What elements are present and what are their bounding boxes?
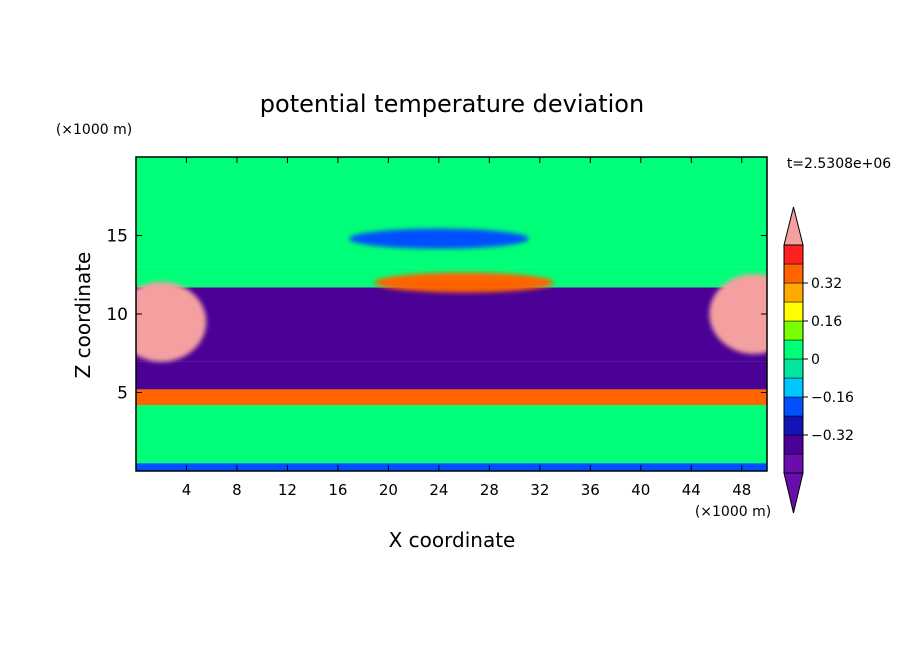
x-tick-label: 24 <box>429 481 448 499</box>
colorbar-segment <box>783 358 804 379</box>
band-7 <box>136 157 767 223</box>
x-tick-label: 12 <box>278 481 297 499</box>
x-axis-ticks: 4 8 12 16 20 24 28 32 36 40 44 48 <box>182 157 751 499</box>
y-tick-label: 10 <box>106 305 128 325</box>
colorbar-segment <box>783 339 804 360</box>
plot-area <box>136 157 767 471</box>
band-2 <box>136 389 767 406</box>
y-tick-label: 15 <box>106 227 128 247</box>
colorbar-segment <box>783 434 804 455</box>
x-tick-label: 8 <box>232 481 242 499</box>
colorbar-segment <box>783 396 804 417</box>
feature-2 <box>136 281 207 362</box>
chart-title: potential temperature deviation <box>260 90 644 118</box>
colorbar-segment <box>783 377 804 398</box>
feature-3 <box>709 274 767 354</box>
colorbar-label: −0.16 <box>811 390 854 406</box>
x-axis-unit: (×1000 m) <box>695 504 771 520</box>
x-tick-label: 20 <box>379 481 398 499</box>
colorbar-segment <box>783 244 804 265</box>
colorbar-segment <box>783 415 804 436</box>
y-axis-ticks: 5 10 15 <box>106 227 767 404</box>
x-tick-label: 4 <box>182 481 192 499</box>
contour-features <box>136 228 767 362</box>
colorbar-segment <box>783 301 804 322</box>
band-3 <box>136 361 767 390</box>
colorbar-under-triangle <box>783 472 804 514</box>
feature-1 <box>348 228 529 249</box>
x-axis-label: X coordinate <box>389 528 516 552</box>
x-tick-label: 44 <box>682 481 701 499</box>
y-axis-label: Z coordinate <box>71 252 95 379</box>
colorbar-label: 0 <box>811 352 820 368</box>
colorbar-segment <box>783 282 804 303</box>
colorbar: 0.32 0.16 0 −0.16 −0.32 <box>783 206 854 514</box>
x-tick-label: 48 <box>732 481 751 499</box>
colorbar-over-triangle <box>783 206 804 246</box>
colorbar-segment <box>783 263 804 284</box>
feature-0 <box>374 272 555 293</box>
colorbar-label: 0.32 <box>811 276 842 292</box>
y-tick-label: 5 <box>117 384 128 404</box>
time-label: t=2.5308e+06 <box>787 156 891 172</box>
x-tick-label: 32 <box>530 481 549 499</box>
x-tick-label: 40 <box>631 481 650 499</box>
colorbar-segment <box>783 453 804 474</box>
band-1 <box>136 405 767 464</box>
band-4 <box>136 287 767 362</box>
y-axis-unit: (×1000 m) <box>56 122 132 138</box>
colorbar-segment <box>783 320 804 341</box>
colorbar-label: 0.16 <box>811 314 842 330</box>
contour-bands <box>136 157 767 471</box>
x-tick-label: 28 <box>480 481 499 499</box>
x-tick-label: 36 <box>581 481 600 499</box>
colorbar-label: −0.32 <box>811 428 854 444</box>
band-0 <box>136 463 767 471</box>
x-tick-label: 16 <box>328 481 347 499</box>
